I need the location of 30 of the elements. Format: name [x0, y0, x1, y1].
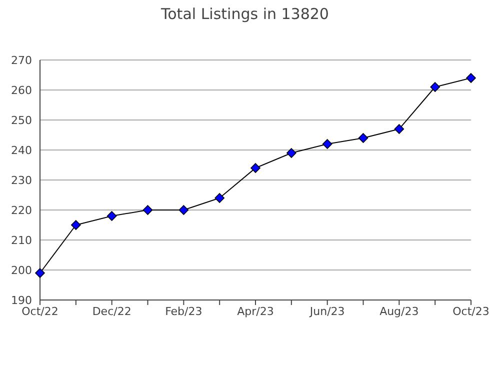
point	[142, 205, 153, 215]
point	[250, 163, 260, 173]
point	[35, 268, 45, 278]
x-tick-label: Feb/23	[165, 304, 202, 318]
y-tick-label: 200	[11, 264, 32, 277]
point	[322, 139, 332, 149]
x-tick-label: Dec/22	[92, 304, 132, 318]
point	[178, 205, 189, 215]
x-tick-label: Jun/23	[308, 304, 345, 318]
point	[466, 73, 476, 83]
y-tick-label: 230	[11, 174, 32, 187]
y-tick-label: 210	[11, 234, 32, 247]
point	[106, 211, 117, 221]
y-tick-label: 260	[11, 84, 32, 97]
x-tick-label: Aug/23	[380, 304, 419, 318]
y-tick-label: 270	[11, 54, 32, 67]
point	[394, 124, 404, 134]
point	[430, 82, 440, 92]
chart-title: Total Listings in 13820	[160, 5, 330, 23]
y-tick-label: 190	[11, 294, 32, 307]
x-tick-label: Apr/23	[237, 304, 274, 318]
y-tick-label: 250	[11, 114, 32, 127]
y-tick-label: 220	[11, 204, 32, 217]
y-tick-label: 240	[11, 144, 32, 157]
x-tick-label: Oct/23	[452, 304, 490, 318]
point	[71, 220, 81, 230]
point	[358, 133, 368, 143]
point	[286, 148, 296, 158]
x-tick-label: Oct/22	[22, 304, 58, 318]
point	[214, 193, 224, 203]
